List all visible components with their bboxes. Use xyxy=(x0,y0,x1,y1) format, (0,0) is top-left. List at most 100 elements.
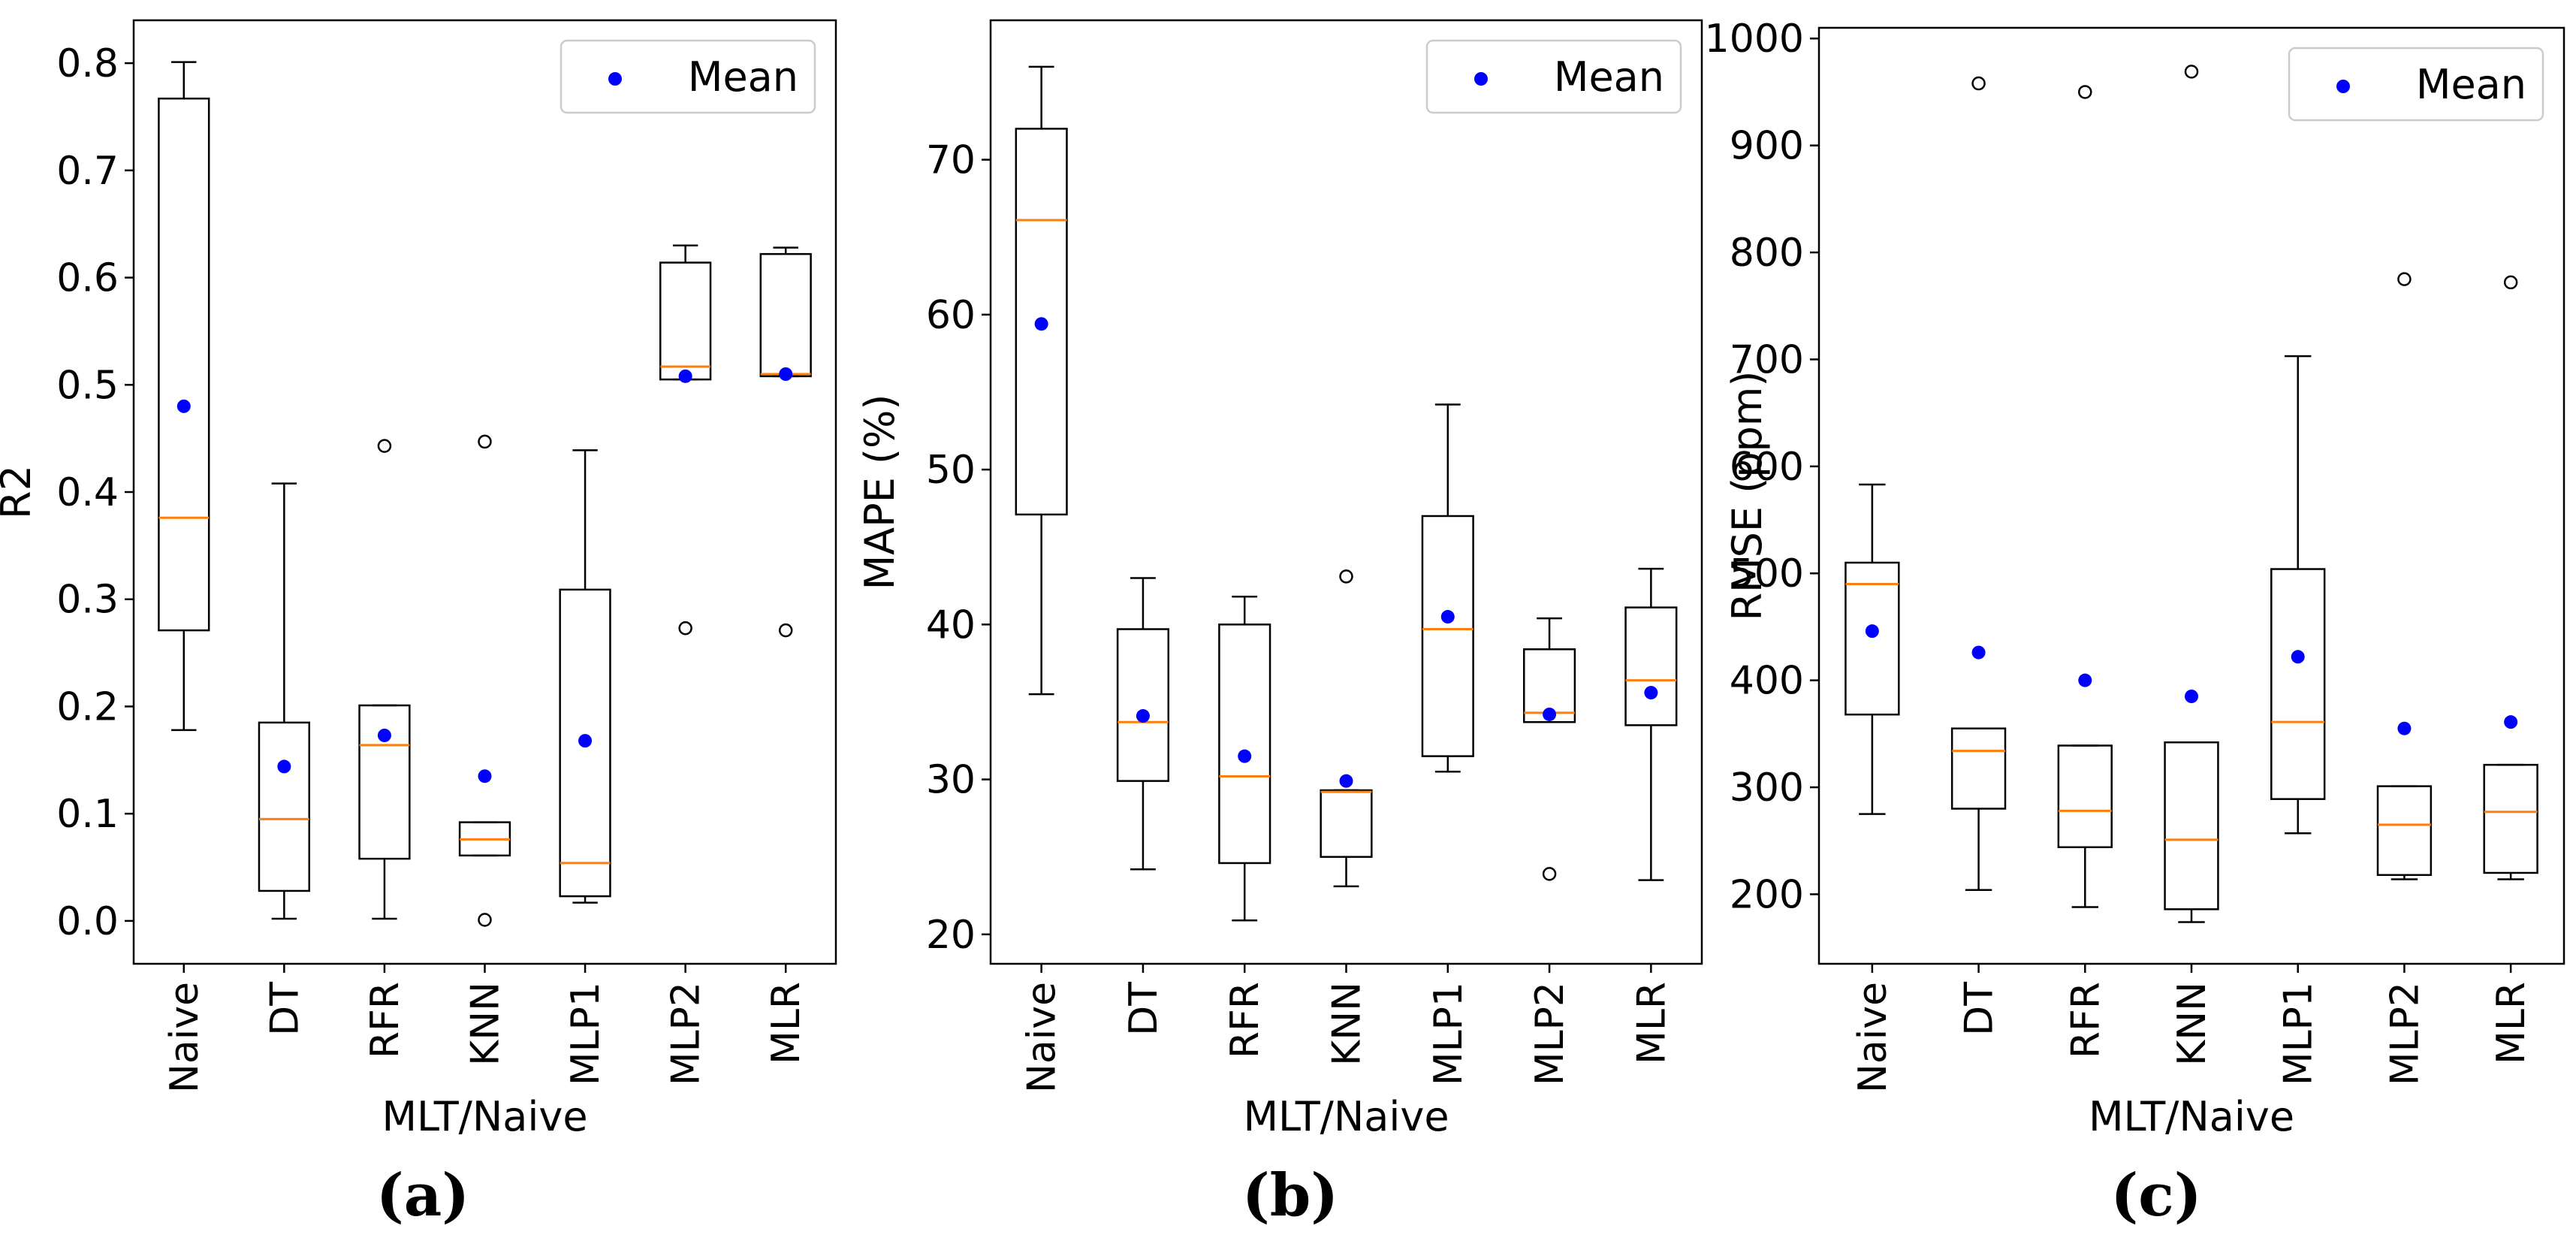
y-tick-label: 0.6 xyxy=(56,256,119,301)
chart-b: 20 30 40 50 60 70 Naive DT RFR KNN MLP1 MLP2 MLR MLT/… xyxy=(856,19,1703,1140)
y-tick-label: 0.3 xyxy=(56,578,119,623)
y-tick-label: 900 xyxy=(1730,124,1804,169)
x-tick-label: MLP2 xyxy=(664,982,709,1085)
x-axis-label: MLT/Naive xyxy=(1243,1093,1449,1140)
y-tick-label: 0.8 xyxy=(56,41,119,86)
y-tick-label: 0.5 xyxy=(56,363,119,408)
box-iqr xyxy=(559,588,611,898)
y-tick-label: 20 xyxy=(926,913,976,958)
mean-point xyxy=(1644,686,1658,700)
y-tick-label: 800 xyxy=(1730,231,1804,276)
outlier-point xyxy=(678,621,692,636)
box-iqr xyxy=(2057,744,2113,849)
chart-c: 200 300 400 500 600 700 800 900 1000 Naive DT RFR KN… xyxy=(1705,17,2565,1140)
outlier-point xyxy=(478,913,492,927)
box-iqr xyxy=(1218,623,1271,865)
caption-b: (b) xyxy=(1242,1161,1338,1230)
x-tick-label: DT xyxy=(262,982,307,1036)
mean-point xyxy=(1543,707,1557,721)
box-iqr xyxy=(358,704,411,860)
legend-mean-marker xyxy=(1474,72,1488,86)
legend: Mean xyxy=(1425,39,1682,114)
mean-point xyxy=(1971,645,1986,660)
mean-point xyxy=(1238,749,1252,763)
y-tick-label: 40 xyxy=(926,602,976,648)
y-tick-label: 70 xyxy=(926,138,976,183)
legend-frame xyxy=(1425,39,1682,114)
x-axis-label: MLT/Naive xyxy=(2089,1093,2294,1140)
mean-point xyxy=(2291,650,2305,664)
y-tick-label: 700 xyxy=(1730,337,1804,382)
mean-point xyxy=(1034,317,1048,331)
mean-point xyxy=(2078,673,2092,687)
y-tick-label: 60 xyxy=(926,293,976,338)
caption-c: (c) xyxy=(2110,1161,2201,1230)
mean-point xyxy=(277,759,291,774)
outlier-point xyxy=(2397,272,2412,286)
mean-point xyxy=(1136,709,1150,723)
y-tick-label: 0.7 xyxy=(56,149,119,194)
box-iqr xyxy=(1845,561,1900,716)
legend-frame xyxy=(560,39,816,114)
box-iqr xyxy=(1950,727,2007,810)
x-tick-label: MLR xyxy=(1629,982,1674,1064)
x-tick-label: MLP1 xyxy=(563,982,608,1085)
legend-mean-marker xyxy=(2336,80,2350,93)
x-tick-label: RFR xyxy=(1223,982,1268,1058)
box-iqr xyxy=(1523,648,1576,723)
mean-point xyxy=(1440,610,1455,624)
box-iqr xyxy=(659,261,712,381)
box-iqr xyxy=(2376,785,2433,877)
box-iqr xyxy=(2483,763,2538,874)
x-tick-label: Naive xyxy=(162,982,207,1093)
x-tick-label: Naive xyxy=(1851,982,1896,1093)
mean-point xyxy=(678,369,692,383)
outlier-point xyxy=(2184,65,2199,79)
box-iqr xyxy=(2164,741,2219,910)
x-axis-label: MLT/Naive xyxy=(382,1093,587,1140)
mean-point xyxy=(2504,715,2518,729)
x-tick-label: MLR xyxy=(2489,982,2534,1064)
outlier-point xyxy=(2078,85,2092,99)
y-tick-label: 30 xyxy=(926,758,976,803)
x-tick-label: Naive xyxy=(1020,982,1065,1093)
outlier-point xyxy=(2503,275,2518,290)
outlier-point xyxy=(377,439,392,453)
x-tick-label: MLP2 xyxy=(2382,982,2427,1085)
box-iqr xyxy=(258,721,311,892)
legend-label: Mean xyxy=(1554,53,1664,101)
mean-point xyxy=(578,734,593,748)
box-iqr xyxy=(1421,515,1474,757)
box-iqr xyxy=(759,252,812,378)
legend: Mean xyxy=(560,39,816,114)
mean-point xyxy=(2397,721,2412,735)
legend: Mean xyxy=(2288,47,2544,122)
x-tick-label: DT xyxy=(1957,982,2002,1036)
y-tick-label: 400 xyxy=(1730,659,1804,704)
y-tick-label: 50 xyxy=(926,448,976,493)
mean-point xyxy=(377,728,391,742)
mean-point xyxy=(176,399,191,413)
x-tick-label: RFR xyxy=(2063,982,2108,1058)
x-tick-label: KNN xyxy=(2170,982,2215,1066)
mean-point xyxy=(779,367,793,381)
y-tick-label: 1000 xyxy=(1705,17,1804,62)
y-tick-label: 0.0 xyxy=(56,899,119,944)
y-tick-label: 300 xyxy=(1730,765,1804,811)
mean-point xyxy=(1339,774,1353,788)
caption-a: (a) xyxy=(376,1161,469,1230)
y-tick-label: 0.1 xyxy=(56,792,119,837)
outlier-point xyxy=(778,623,793,638)
y-axis-label: MAPE (%) xyxy=(856,394,903,590)
x-tick-label: MLR xyxy=(764,982,809,1064)
outlier-point xyxy=(1339,569,1353,584)
box-iqr xyxy=(1116,628,1170,782)
box-iqr xyxy=(1624,606,1678,726)
y-tick-label: 600 xyxy=(1730,445,1804,490)
legend-mean-marker xyxy=(608,72,622,86)
box-iqr xyxy=(2270,568,2326,800)
x-tick-label: MLP1 xyxy=(1426,982,1471,1085)
plot-frame xyxy=(1817,26,2565,965)
y-tick-label: 200 xyxy=(1730,872,1804,917)
mean-point xyxy=(2185,690,2198,703)
